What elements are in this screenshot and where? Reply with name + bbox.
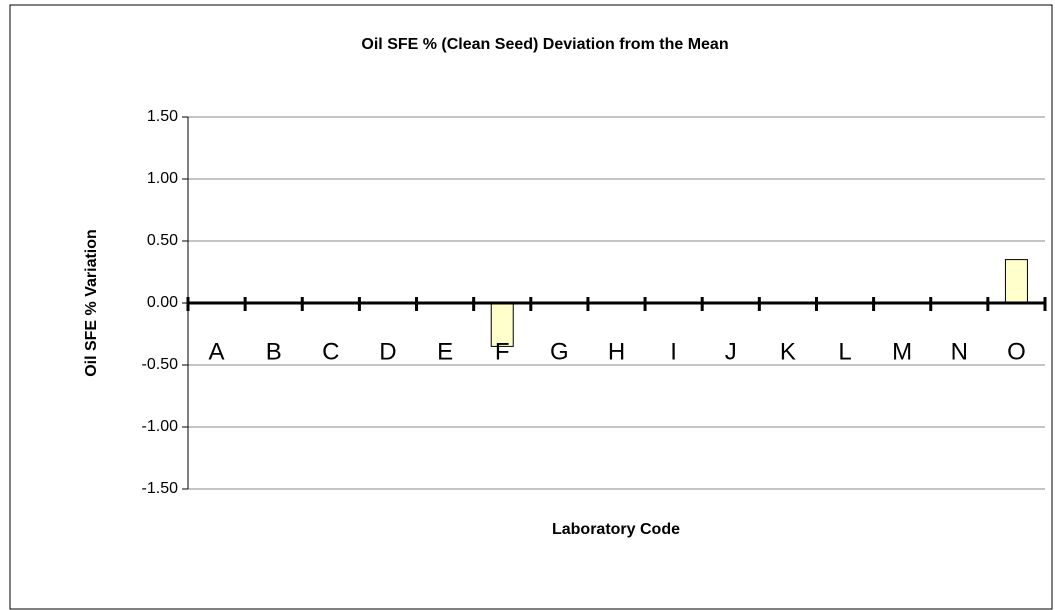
x-tick-label: C xyxy=(322,338,339,365)
x-tick-label: K xyxy=(780,338,796,365)
x-tick-label: L xyxy=(838,338,851,365)
x-tick-label: O xyxy=(1007,338,1026,365)
y-tick-label: 0.50 xyxy=(147,232,178,249)
x-axis-title: Laboratory Code xyxy=(552,521,680,538)
y-tick-label: -1.50 xyxy=(142,480,179,497)
y-tick-label: -0.50 xyxy=(142,356,179,373)
x-tick-label: B xyxy=(266,338,282,365)
x-tick-label: I xyxy=(670,338,677,365)
x-tick-label: E xyxy=(437,338,453,365)
x-tick-label: G xyxy=(550,338,569,365)
x-tick-label: J xyxy=(725,338,737,365)
y-tick-label: 1.50 xyxy=(147,108,178,125)
bar xyxy=(1004,259,1028,304)
x-tick-label: D xyxy=(379,338,396,365)
y-tick-label: 0.00 xyxy=(147,294,178,311)
y-tick-label: -1.00 xyxy=(142,418,179,435)
chart-title: Oil SFE % (Clean Seed) Deviation from th… xyxy=(361,36,728,53)
x-tick-label: N xyxy=(951,338,968,365)
x-tick-label: H xyxy=(608,338,625,365)
x-tick-label: A xyxy=(209,338,225,365)
x-tick-label: F xyxy=(495,338,510,365)
y-axis-title: Oil SFE % Variation xyxy=(83,229,100,377)
x-tick-label: M xyxy=(892,338,912,365)
y-tick-label: 1.00 xyxy=(147,170,178,187)
